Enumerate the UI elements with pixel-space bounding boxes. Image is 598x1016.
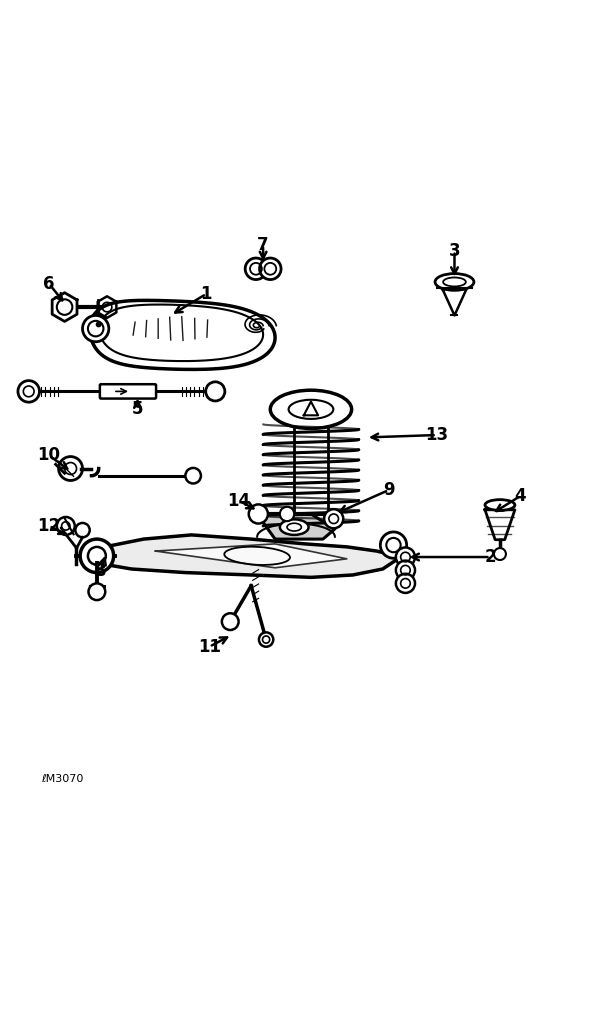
- Circle shape: [185, 468, 201, 484]
- Circle shape: [83, 315, 109, 341]
- Circle shape: [260, 258, 281, 279]
- Ellipse shape: [280, 519, 309, 534]
- Circle shape: [89, 583, 105, 600]
- Circle shape: [57, 517, 75, 534]
- Circle shape: [380, 532, 407, 558]
- Text: 4: 4: [514, 487, 526, 505]
- Text: 8: 8: [94, 562, 106, 580]
- Circle shape: [396, 561, 415, 580]
- Text: 7: 7: [257, 236, 269, 254]
- Circle shape: [222, 614, 239, 630]
- Text: 13: 13: [425, 426, 448, 444]
- Text: 12: 12: [38, 517, 60, 535]
- Text: 6: 6: [43, 274, 55, 293]
- Polygon shape: [443, 290, 466, 315]
- Ellipse shape: [435, 273, 474, 291]
- Text: 1: 1: [200, 284, 212, 303]
- Circle shape: [396, 574, 415, 593]
- Circle shape: [494, 548, 506, 560]
- Circle shape: [18, 381, 39, 402]
- Ellipse shape: [270, 390, 352, 429]
- Polygon shape: [155, 544, 347, 568]
- Circle shape: [96, 321, 102, 327]
- Polygon shape: [257, 514, 335, 539]
- Circle shape: [75, 523, 90, 537]
- Circle shape: [59, 456, 83, 481]
- Circle shape: [206, 382, 225, 401]
- Circle shape: [324, 509, 343, 528]
- FancyBboxPatch shape: [100, 384, 156, 398]
- Circle shape: [396, 548, 415, 567]
- Text: 5: 5: [132, 400, 144, 419]
- Text: 3: 3: [448, 242, 460, 260]
- Ellipse shape: [485, 500, 515, 510]
- Circle shape: [280, 507, 294, 521]
- Text: 2: 2: [484, 548, 496, 566]
- Text: 14: 14: [228, 492, 251, 510]
- Circle shape: [249, 504, 268, 523]
- Text: 10: 10: [38, 446, 60, 464]
- Circle shape: [259, 632, 273, 647]
- Text: 11: 11: [198, 638, 221, 655]
- Circle shape: [245, 258, 267, 279]
- Text: 9: 9: [383, 481, 395, 499]
- Text: ℓM3070: ℓM3070: [41, 774, 83, 784]
- Polygon shape: [485, 510, 515, 539]
- Circle shape: [80, 539, 114, 573]
- Polygon shape: [90, 534, 401, 577]
